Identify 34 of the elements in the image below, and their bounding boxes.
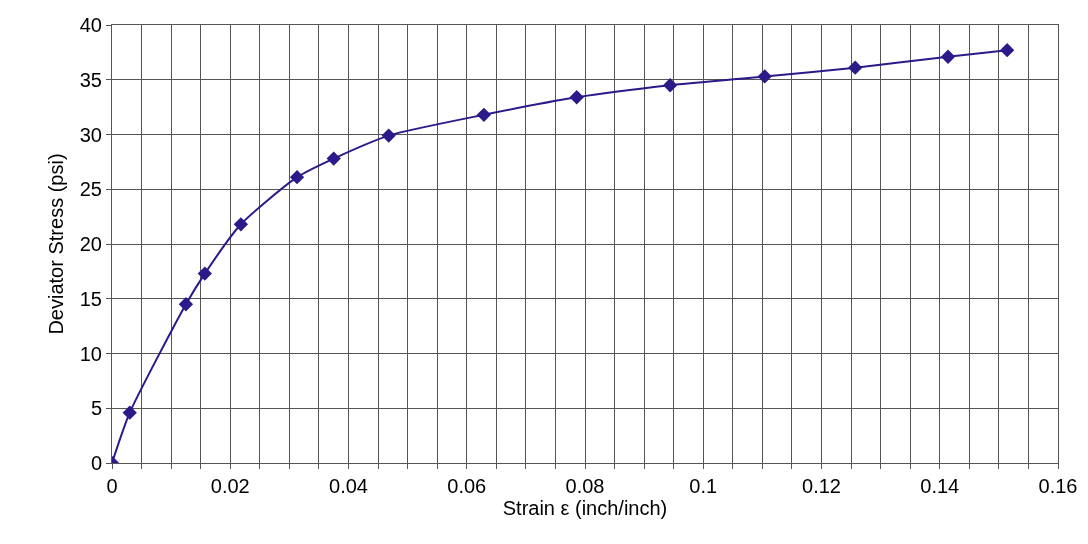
point — [569, 90, 584, 105]
y-tick-label: 0 — [90, 452, 102, 474]
x-axis-title: Strain ε (inch/inch) — [502, 497, 668, 519]
x-tick-label: 0.16 — [1038, 475, 1078, 497]
point — [122, 405, 137, 420]
point — [197, 266, 212, 281]
x-tick-label: 0.1 — [689, 475, 718, 497]
y-tick-label: 15 — [79, 287, 102, 310]
point — [662, 78, 678, 93]
point — [381, 128, 396, 143]
x-tick-label: 0.02 — [210, 475, 250, 497]
y-tick-label: 5 — [90, 397, 102, 420]
point — [476, 107, 492, 122]
point — [178, 297, 194, 312]
x-tick-label: 0.14 — [920, 475, 960, 497]
x-tick-label: 0.12 — [802, 475, 841, 497]
point — [289, 170, 305, 185]
point — [326, 151, 341, 166]
point — [1000, 43, 1015, 58]
x-tick-label: 0.06 — [447, 475, 487, 497]
point — [233, 217, 249, 232]
point — [848, 60, 863, 75]
y-tick-label: 40 — [79, 14, 102, 36]
x-tick-label: 0.08 — [565, 475, 605, 497]
y-tick-label: 35 — [79, 68, 102, 91]
y-tick-label: 20 — [79, 233, 102, 255]
y-tick-label: 30 — [79, 123, 102, 146]
y-axis-title: Deviator Stress (psi) — [45, 153, 68, 335]
x-tick-label: 0 — [106, 475, 118, 497]
point — [757, 69, 772, 84]
point — [940, 49, 956, 64]
y-tick-label: 10 — [79, 342, 102, 365]
x-tick-label: 0.04 — [329, 475, 368, 497]
y-tick-label: 25 — [79, 178, 102, 201]
